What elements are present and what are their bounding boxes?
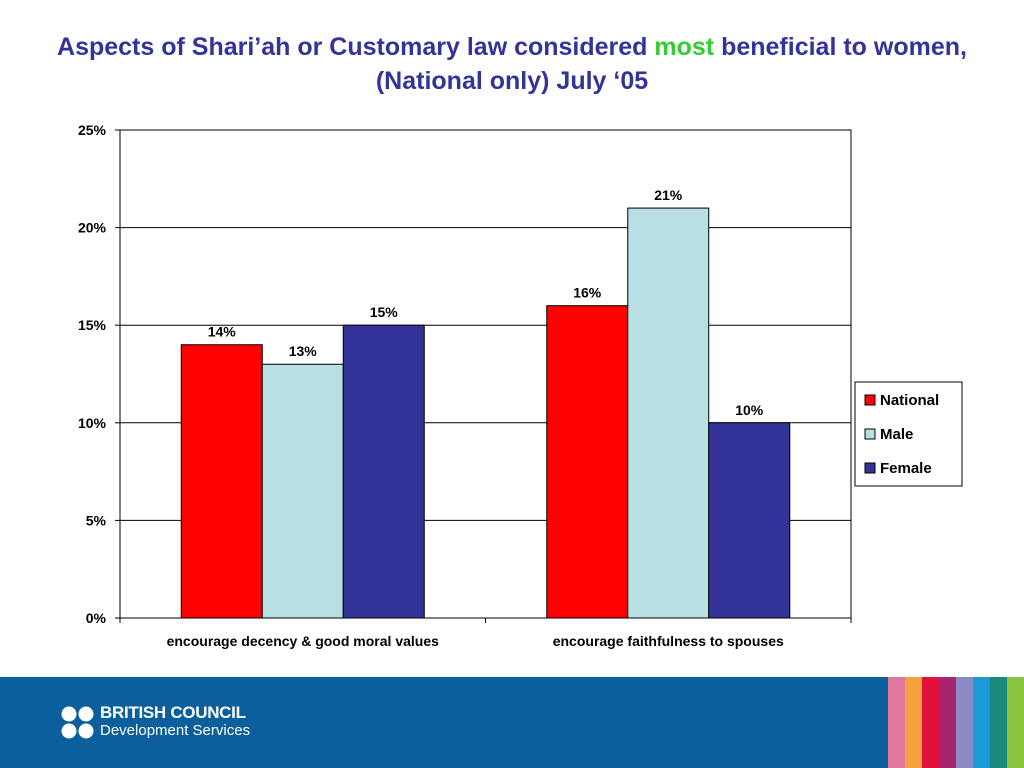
logo-line1: BRITISH COUNCIL [100, 703, 246, 722]
title-pre: Aspects of Shari’ah or Customary law con… [57, 33, 655, 61]
data-label: 14% [208, 324, 237, 340]
legend-label: National [880, 392, 939, 409]
y-tick-label: 0% [86, 610, 107, 626]
legend-swatch-national [864, 394, 876, 406]
footer-stripe [922, 677, 939, 768]
title-highlight: most [654, 33, 715, 61]
title-post: beneficial to women, (National only) Jul… [375, 33, 967, 95]
footer-bar: BRITISH COUNCIL Development Services [0, 677, 1024, 768]
footer-stripe [888, 677, 905, 768]
bar-male-1 [627, 207, 710, 619]
logo-dots-icon [61, 706, 94, 739]
footer-stripe [973, 677, 990, 768]
legend-label: Male [880, 426, 913, 443]
data-label: 13% [289, 343, 318, 359]
bar-national-1 [546, 305, 629, 619]
y-tick-label: 5% [86, 512, 107, 528]
data-label: 10% [735, 402, 764, 418]
y-tick-label: 20% [78, 220, 107, 236]
legend-swatch-female [864, 462, 876, 474]
footer-stripe [956, 677, 973, 768]
legend-swatch-male [864, 428, 876, 440]
data-label: 15% [370, 304, 399, 320]
bar-female-0 [342, 324, 425, 619]
data-label: 16% [573, 285, 602, 301]
data-label: 21% [654, 187, 683, 203]
footer-stripe [990, 677, 1007, 768]
slide-title: Aspects of Shari’ah or Customary law con… [40, 30, 984, 98]
legend-label: Female [880, 460, 932, 477]
footer-stripe [939, 677, 956, 768]
color-stripes [888, 677, 1024, 768]
y-tick-label: 10% [78, 415, 107, 431]
footer-stripe [905, 677, 922, 768]
footer-stripe [1007, 677, 1024, 768]
bar-national-0 [180, 344, 263, 619]
x-category-label: encourage decency & good moral values [167, 633, 440, 649]
bar-female-1 [708, 422, 791, 619]
bar-chart: 0% 5% 10% 15% 20% 25% 14% 13% 15% encourage decen… [78, 122, 963, 649]
y-tick-label: 15% [78, 317, 107, 333]
logo-line2: Development Services [100, 722, 251, 739]
x-category-label: encourage faithfulness to spouses [553, 633, 784, 649]
bar-male-0 [261, 363, 344, 619]
y-tick-label: 25% [78, 122, 107, 138]
